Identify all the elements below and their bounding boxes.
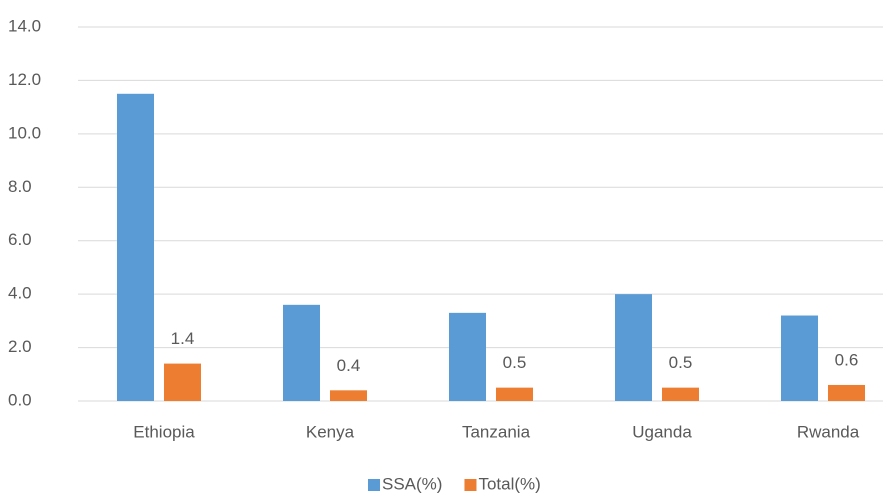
y-tick-label: 6.0 [8, 230, 32, 249]
x-tick-label: Uganda [632, 422, 692, 441]
bar [662, 387, 699, 401]
x-tick-label: Tanzania [462, 422, 531, 441]
bar [117, 93, 154, 402]
y-tick-label: 10.0 [8, 123, 41, 142]
y-tick-label: 2.0 [8, 337, 32, 356]
bar [615, 294, 652, 401]
bar [283, 304, 320, 401]
data-label: 0.5 [503, 353, 527, 372]
data-label: 1.4 [171, 329, 195, 348]
data-label: 0.5 [669, 353, 693, 372]
x-tick-label: Kenya [306, 422, 355, 441]
bar [330, 390, 367, 401]
bar [496, 387, 533, 401]
bar [164, 363, 201, 401]
y-tick-label: 8.0 [8, 177, 32, 196]
y-tick-label: 4.0 [8, 284, 32, 303]
data-label: 0.6 [835, 350, 859, 369]
bar [781, 315, 818, 401]
data-label: 0.4 [337, 356, 361, 375]
x-tick-label: Ethiopia [133, 422, 195, 441]
legend-swatch [464, 479, 477, 491]
bar [828, 384, 865, 401]
y-tick-label: 14.0 [8, 16, 41, 35]
bar [449, 312, 486, 401]
legend-label: Total(%) [478, 474, 540, 493]
y-tick-label: 0.0 [8, 390, 32, 409]
legend-swatch [368, 479, 380, 491]
legend-label: SSA(%) [382, 474, 442, 493]
y-tick-label: 12.0 [8, 70, 41, 89]
x-tick-label: Rwanda [797, 422, 860, 441]
